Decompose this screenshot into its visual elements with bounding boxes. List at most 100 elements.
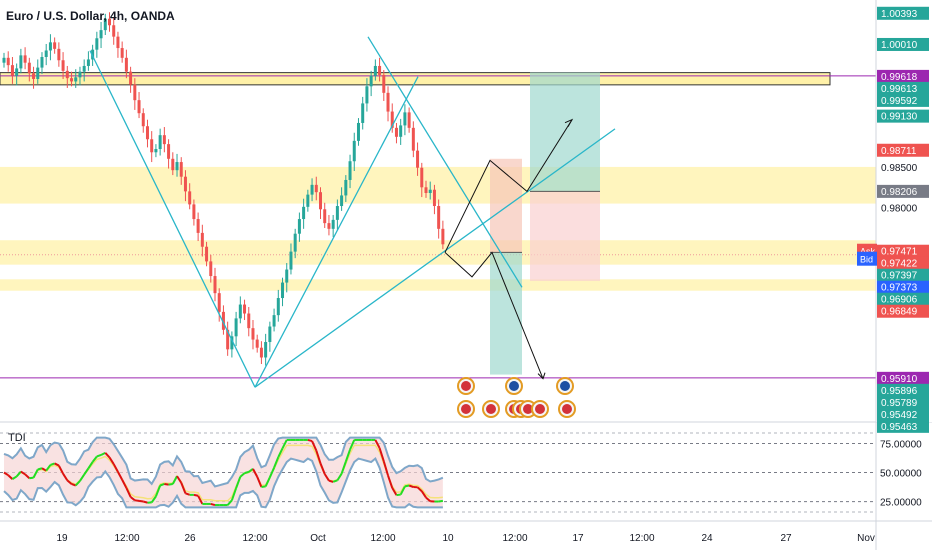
trendline	[367, 36, 523, 288]
tdi-rsi-line	[197, 495, 204, 505]
tdi-rsi-line	[62, 473, 69, 481]
price-label-tag	[877, 419, 929, 433]
tdi-rsi-line	[45, 464, 52, 472]
tdi-rsi-line	[268, 467, 275, 478]
tdi-rsi-line	[235, 476, 242, 489]
price-label: 0.96906	[881, 295, 918, 306]
candle	[369, 75, 373, 87]
arrow-head	[537, 372, 546, 380]
candle	[378, 65, 382, 75]
price-label: 0.99613	[881, 84, 918, 95]
tdi-rsi-line	[230, 487, 238, 501]
candle	[365, 86, 369, 104]
candle	[255, 339, 259, 348]
tdi-rsi-line	[57, 465, 64, 475]
candle	[70, 78, 74, 82]
tdi-rsi-line	[349, 439, 356, 450]
candle	[373, 65, 377, 76]
candle	[276, 298, 280, 316]
candle	[213, 276, 217, 294]
tdi-rsi-line	[15, 470, 22, 478]
price-label-tag	[877, 371, 929, 385]
tdi-rsi-line	[396, 493, 401, 497]
tdi-rsi-line	[256, 476, 263, 488]
candle	[15, 68, 19, 76]
zone-band	[0, 240, 876, 265]
candle	[382, 74, 386, 93]
candle	[247, 313, 251, 329]
event-flag-icon	[523, 404, 533, 414]
candle	[200, 232, 204, 247]
event-flag-icon	[560, 381, 570, 391]
tdi-rsi-line	[438, 499, 444, 503]
candle	[289, 251, 293, 270]
tdi-rsi-line	[7, 474, 14, 480]
tdi-upper-band	[3, 436, 444, 488]
tdi-rsi-line	[20, 470, 26, 476]
arrow-head	[564, 118, 574, 127]
candle	[306, 194, 310, 207]
price-label-tag	[877, 69, 929, 83]
tdi-rsi-line	[374, 439, 381, 449]
projection-path	[444, 251, 544, 379]
time-axis-tick: 26	[184, 533, 196, 544]
tdi-rsi-line	[332, 479, 338, 483]
price-label: 0.98206	[881, 187, 918, 198]
candle	[327, 223, 331, 229]
trendline	[89, 50, 256, 388]
time-axis-tick: 12:00	[242, 533, 267, 544]
tdi-rsi-line	[79, 474, 86, 482]
candle	[116, 36, 120, 49]
bid-tag	[857, 251, 877, 266]
tdi-rsi-line	[32, 469, 39, 479]
candle	[390, 111, 394, 128]
tdi-rsi-line	[75, 480, 81, 487]
price-label-tag	[877, 143, 929, 157]
tdi-lower-band	[3, 456, 443, 509]
tdi-rsi-line	[340, 461, 347, 475]
tdi-rsi-line	[391, 487, 398, 496]
price-label-tag	[877, 304, 929, 318]
candle	[302, 206, 306, 220]
candle	[82, 65, 86, 72]
candle	[48, 42, 52, 51]
candle	[74, 77, 78, 82]
price-label: 0.96849	[881, 307, 918, 318]
tdi-rsi-line	[24, 473, 31, 479]
chart-title: Euro / U.S. Dollar, 4h, OANDA	[6, 9, 175, 23]
tdi-rsi-line	[315, 450, 322, 464]
event-flag-icon	[535, 404, 545, 414]
tdi-rsi-line	[104, 452, 111, 459]
bid-label: Bid	[860, 255, 873, 265]
tdi-rsi-line	[117, 471, 124, 481]
candle	[137, 100, 141, 114]
candle	[319, 192, 322, 210]
tdi-rsi-line	[336, 473, 343, 481]
time-axis-tick: 17	[572, 533, 584, 544]
candle	[281, 282, 285, 299]
tdi-rsi-line	[3, 471, 9, 477]
price-label-tag	[877, 81, 929, 95]
candle	[86, 59, 90, 66]
time-axis-tick: 10	[442, 533, 454, 544]
tdi-rsi-line	[273, 456, 280, 469]
tdi-rsi-line	[125, 487, 132, 498]
tdi-axis-tick: 25.00000	[880, 498, 922, 509]
candle	[108, 18, 111, 26]
candle	[424, 187, 428, 193]
tdi-rsi-line	[382, 461, 389, 476]
candle	[420, 167, 424, 188]
candle	[259, 347, 263, 358]
price-label: 0.99592	[881, 96, 918, 107]
price-label-tag	[877, 93, 929, 107]
candle	[310, 184, 314, 195]
candle	[399, 125, 403, 137]
tdi-rsi-line	[404, 484, 410, 488]
tdi-rsi-line	[154, 485, 162, 497]
candle	[335, 206, 339, 220]
tdi-rsi-line	[311, 440, 318, 451]
price-label-tag	[877, 280, 929, 294]
candle	[65, 70, 69, 79]
